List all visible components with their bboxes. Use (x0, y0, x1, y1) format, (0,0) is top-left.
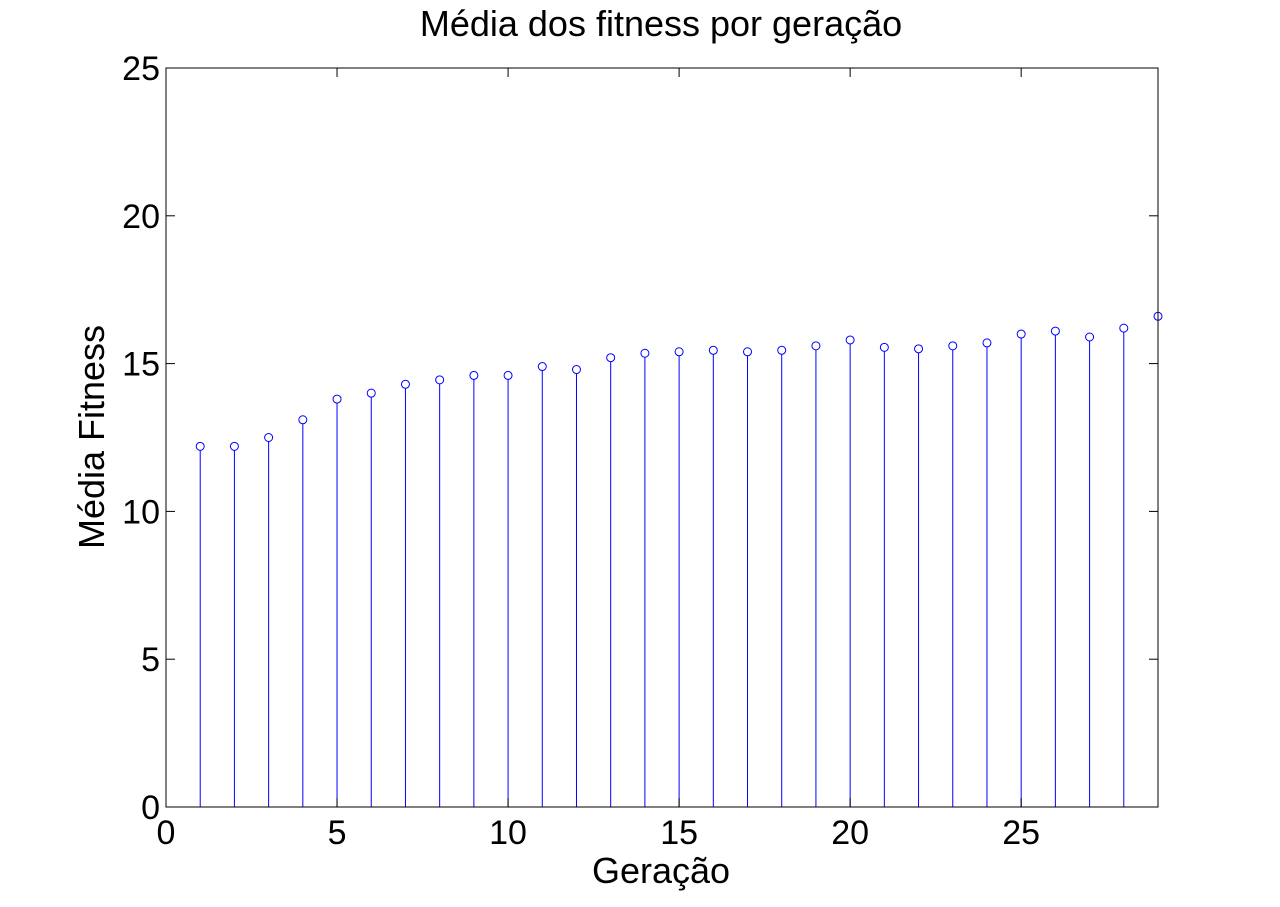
stem-marker (537, 362, 547, 372)
stem-marker (503, 370, 513, 380)
chart-title: Média dos fitness por geração (420, 3, 902, 44)
stem-marker (1119, 323, 1129, 333)
stem-marker (469, 370, 479, 380)
stem-marker (708, 345, 718, 355)
stem-marker (743, 347, 753, 357)
y-tick-label: 5 (141, 641, 160, 679)
y-tick-label: 10 (122, 493, 160, 531)
y-tick-label: 25 (122, 50, 160, 88)
stem-marker (1016, 329, 1026, 339)
stem-marker (1050, 326, 1060, 336)
y-axis-label: Média Fitness (71, 325, 112, 549)
y-tick-label: 15 (122, 346, 160, 384)
stem-marker (879, 342, 889, 352)
stem-marker (674, 347, 684, 357)
stem-marker (366, 388, 376, 398)
x-tick-label: 15 (660, 814, 698, 852)
x-tick-label: 10 (489, 814, 527, 852)
stem-marker (264, 433, 274, 442)
stem-marker (571, 365, 581, 375)
stem-marker (914, 344, 924, 354)
stem-marker (845, 335, 855, 345)
x-tick-label: 0 (157, 814, 176, 852)
stem-marker (195, 441, 205, 451)
x-tick-label: 20 (831, 814, 869, 852)
stem-marker (435, 375, 445, 385)
stem-marker (400, 379, 410, 389)
y-tick-label: 20 (122, 198, 160, 236)
y-tick-label: 0 (141, 789, 160, 827)
stem-marker (229, 441, 239, 451)
stem-marker (298, 415, 308, 425)
stem-marker (811, 341, 821, 351)
axis-ticks: 0 5 10 15 20 25 0 5 10 15 20 25 (122, 50, 1158, 852)
x-tick-label: 5 (328, 814, 347, 852)
x-axis-label: Geração (592, 850, 730, 891)
stem-marker (982, 338, 992, 348)
stem-marker (948, 341, 958, 351)
stem-marker (777, 345, 787, 355)
x-tick-label: 25 (1002, 814, 1040, 852)
stem-marker (606, 353, 616, 363)
plot-area-frame (165, 67, 1159, 808)
stem-marker (332, 394, 342, 404)
stem-marker (640, 348, 650, 358)
stem-series (195, 311, 1163, 807)
stem-marker (1085, 332, 1095, 342)
